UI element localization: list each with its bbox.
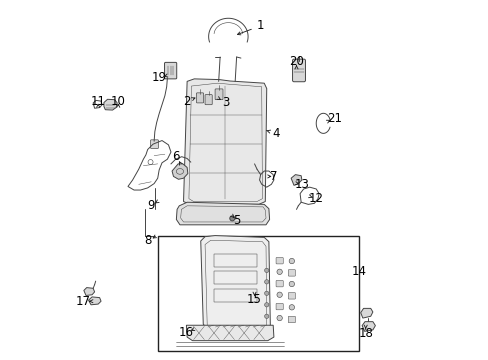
FancyBboxPatch shape (276, 257, 283, 264)
Polygon shape (362, 321, 375, 331)
Ellipse shape (264, 314, 268, 319)
Text: 6: 6 (172, 150, 180, 163)
FancyBboxPatch shape (196, 93, 203, 103)
Bar (214, 271, 257, 284)
Text: 12: 12 (308, 192, 323, 205)
Ellipse shape (264, 303, 268, 307)
Ellipse shape (264, 280, 268, 284)
Text: 1: 1 (256, 19, 264, 32)
Ellipse shape (229, 216, 234, 221)
Polygon shape (201, 235, 270, 330)
Polygon shape (83, 288, 94, 296)
Text: 3: 3 (222, 96, 229, 109)
Text: 11: 11 (90, 95, 105, 108)
Ellipse shape (288, 281, 294, 287)
Text: 4: 4 (272, 127, 279, 140)
Ellipse shape (276, 292, 282, 297)
FancyBboxPatch shape (204, 95, 212, 105)
Bar (214, 254, 257, 267)
FancyBboxPatch shape (292, 59, 305, 82)
Text: 5: 5 (232, 214, 240, 227)
Text: 13: 13 (294, 178, 309, 191)
Polygon shape (104, 99, 117, 110)
Text: 16: 16 (179, 326, 194, 339)
Polygon shape (88, 297, 101, 305)
Polygon shape (290, 175, 301, 185)
Polygon shape (183, 79, 266, 204)
Text: 2: 2 (183, 95, 190, 108)
Bar (214, 289, 257, 302)
FancyBboxPatch shape (164, 62, 176, 79)
Text: 10: 10 (111, 95, 125, 108)
FancyBboxPatch shape (287, 270, 295, 276)
Polygon shape (172, 164, 187, 179)
FancyBboxPatch shape (276, 280, 283, 287)
Text: 8: 8 (144, 234, 152, 247)
Polygon shape (186, 325, 273, 341)
Ellipse shape (276, 315, 282, 321)
Text: 21: 21 (326, 112, 341, 125)
Bar (158, 235, 358, 351)
Text: 20: 20 (288, 55, 304, 68)
Ellipse shape (288, 258, 294, 264)
Text: 9: 9 (147, 199, 155, 212)
FancyBboxPatch shape (215, 89, 223, 100)
Ellipse shape (288, 305, 294, 310)
FancyBboxPatch shape (276, 303, 283, 310)
Ellipse shape (276, 269, 282, 274)
Text: 14: 14 (351, 265, 366, 278)
Polygon shape (360, 309, 372, 318)
Text: 17: 17 (76, 295, 90, 308)
Ellipse shape (264, 291, 268, 296)
Text: 18: 18 (358, 327, 372, 340)
Ellipse shape (264, 268, 268, 273)
FancyBboxPatch shape (287, 293, 295, 299)
FancyBboxPatch shape (287, 316, 295, 323)
Text: 15: 15 (246, 293, 262, 306)
Text: 19: 19 (151, 71, 166, 84)
Text: 7: 7 (269, 170, 277, 183)
Polygon shape (176, 202, 269, 225)
FancyBboxPatch shape (150, 140, 158, 148)
